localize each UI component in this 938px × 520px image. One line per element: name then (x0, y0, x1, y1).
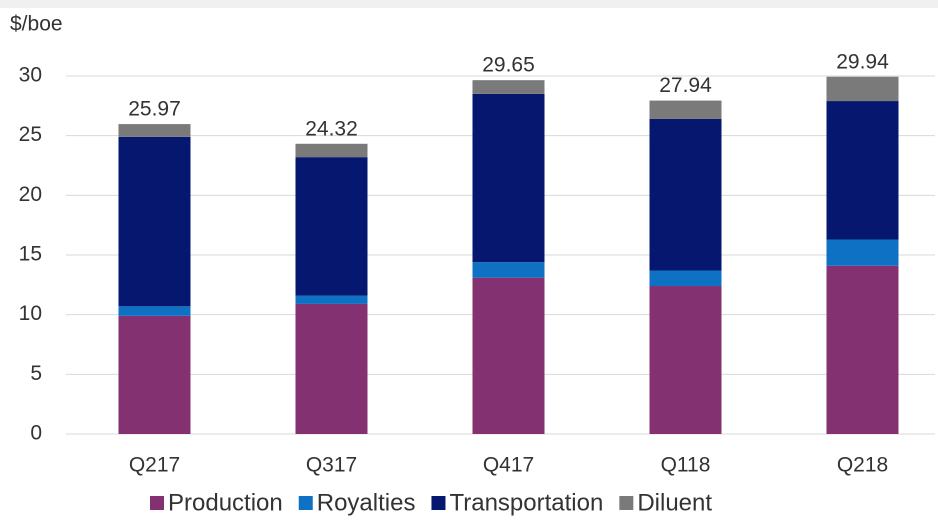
legend-label: Transportation (449, 489, 603, 516)
bar-segment (295, 157, 368, 296)
total-label: 29.94 (836, 50, 889, 73)
y-tick-label: 10 (19, 302, 42, 325)
legend-swatch (619, 496, 634, 510)
legend-label: Royalties (317, 489, 416, 516)
y-tick-label: 5 (30, 362, 42, 385)
total-label: 25.97 (128, 98, 181, 121)
x-tick-label: Q118 (661, 454, 711, 477)
bar-segment (826, 76, 899, 102)
y-tick-label: 15 (19, 243, 42, 266)
y-tick-label: 30 (19, 64, 42, 87)
total-label: 29.65 (482, 54, 535, 77)
legend-swatch (298, 496, 313, 510)
legend-label: Production (168, 489, 283, 516)
bar-segment (118, 124, 191, 137)
y-tick-label: 20 (19, 183, 42, 206)
x-tick-label: Q218 (837, 454, 888, 477)
total-label: 27.94 (659, 74, 712, 97)
bar-segment (826, 101, 899, 240)
bar-segment (295, 303, 368, 434)
bar-segment (118, 306, 191, 316)
legend-label: Diluent (637, 489, 712, 516)
bar-segment (472, 80, 545, 94)
bar-segment (826, 239, 899, 266)
x-tick-label: Q417 (483, 454, 534, 477)
x-tick-label: Q317 (306, 454, 357, 477)
bar-segment (118, 315, 191, 434)
bar-segment (649, 118, 722, 271)
x-tick-label: Q217 (129, 454, 180, 477)
top-band (0, 0, 938, 8)
bar-segment (295, 295, 368, 304)
legend-swatch (150, 496, 164, 510)
bar-segment (472, 277, 545, 434)
bar-segment (649, 286, 722, 434)
bar-segment (295, 143, 368, 158)
bar-segment (472, 93, 545, 263)
y-tick-label: 25 (19, 123, 42, 146)
y-axis-label: $/boe (10, 13, 63, 36)
bar-segment (826, 265, 899, 434)
bar-segment (649, 270, 722, 287)
total-label: 24.32 (305, 117, 358, 140)
bar-segment (118, 136, 191, 307)
legend-swatch (431, 496, 446, 510)
y-tick-label: 0 (30, 422, 42, 445)
bar-segment (649, 100, 722, 119)
bar-segment (472, 262, 545, 278)
